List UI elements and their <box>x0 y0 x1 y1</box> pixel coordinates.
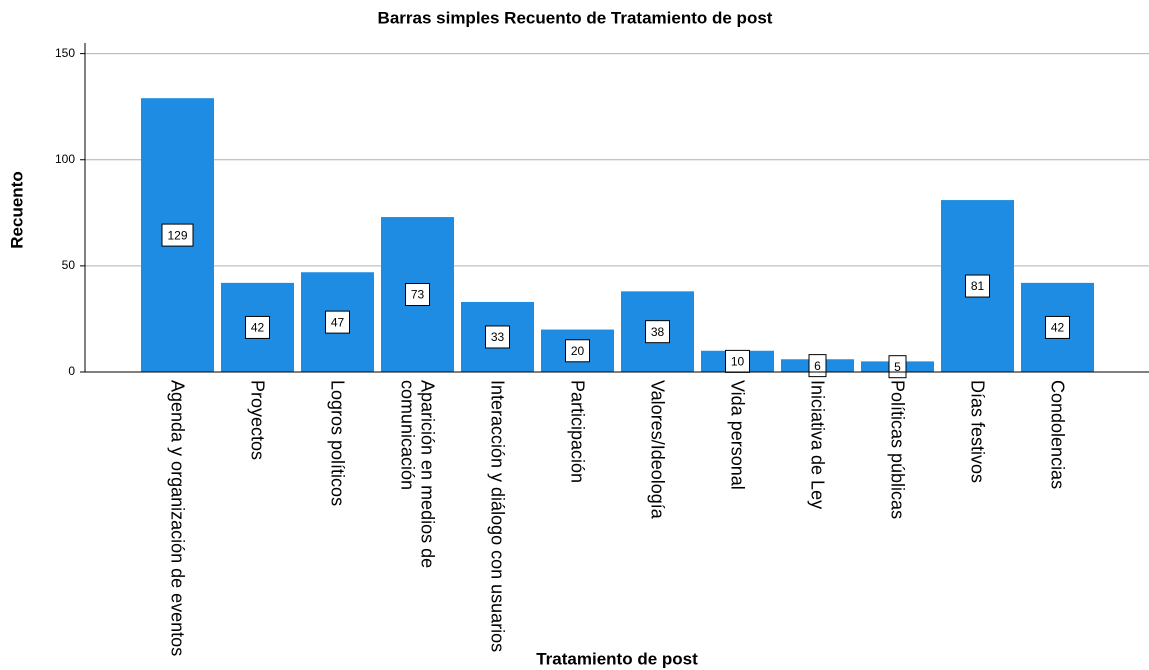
x-tick-label: Iniciativa de Ley <box>807 380 828 510</box>
x-tick-label: Valores/Ideología <box>647 380 668 519</box>
data-label-box <box>808 354 827 378</box>
x-tick-label: Vida personal <box>727 380 748 490</box>
data-label-box <box>161 223 194 247</box>
data-label: 129 <box>167 228 187 242</box>
chart-title: Barras simples Recuento de Tratamiento d… <box>378 8 773 27</box>
data-label-box <box>645 320 670 344</box>
data-label: 20 <box>571 344 585 358</box>
y-tick-label: 50 <box>62 258 76 272</box>
data-label: 42 <box>251 321 265 335</box>
data-label: 10 <box>731 355 745 369</box>
data-label-box <box>405 283 430 307</box>
y-tick-label: 150 <box>55 46 75 60</box>
data-label: 42 <box>1051 321 1065 335</box>
y-tick-label: 100 <box>55 152 75 166</box>
data-label: 5 <box>894 360 901 374</box>
data-label: 38 <box>651 325 665 339</box>
data-label-box <box>325 310 350 334</box>
data-label: 81 <box>971 279 985 293</box>
data-label-box <box>245 315 270 339</box>
x-tick-label: Logros políticos <box>327 380 348 507</box>
y-tick-label: 0 <box>68 364 75 378</box>
x-tick-label: Agenda y organización de eventos <box>167 380 188 657</box>
data-label-box <box>965 274 990 298</box>
x-axis-label: Tratamiento de post <box>536 649 698 668</box>
x-tick-label: Participación <box>567 380 588 484</box>
x-tick-label: Días festivos <box>967 380 988 484</box>
data-label: 47 <box>331 315 345 329</box>
x-tick-label: Proyectos <box>247 380 268 461</box>
data-label: 6 <box>814 359 821 373</box>
data-label: 33 <box>491 330 505 344</box>
x-tick-label: Interacción y diálogo con usuarios <box>487 380 508 653</box>
data-label-box <box>1045 315 1070 339</box>
data-label-box <box>565 339 590 363</box>
x-tick-label: Aparición en medios de comunicación <box>397 380 438 569</box>
data-label: 73 <box>411 288 425 302</box>
x-tick-label: Políticas públicas <box>887 380 908 520</box>
data-label-box <box>485 325 510 349</box>
y-axis-label: Recuento <box>7 171 26 248</box>
x-tick-label: Condolencias <box>1047 380 1068 490</box>
